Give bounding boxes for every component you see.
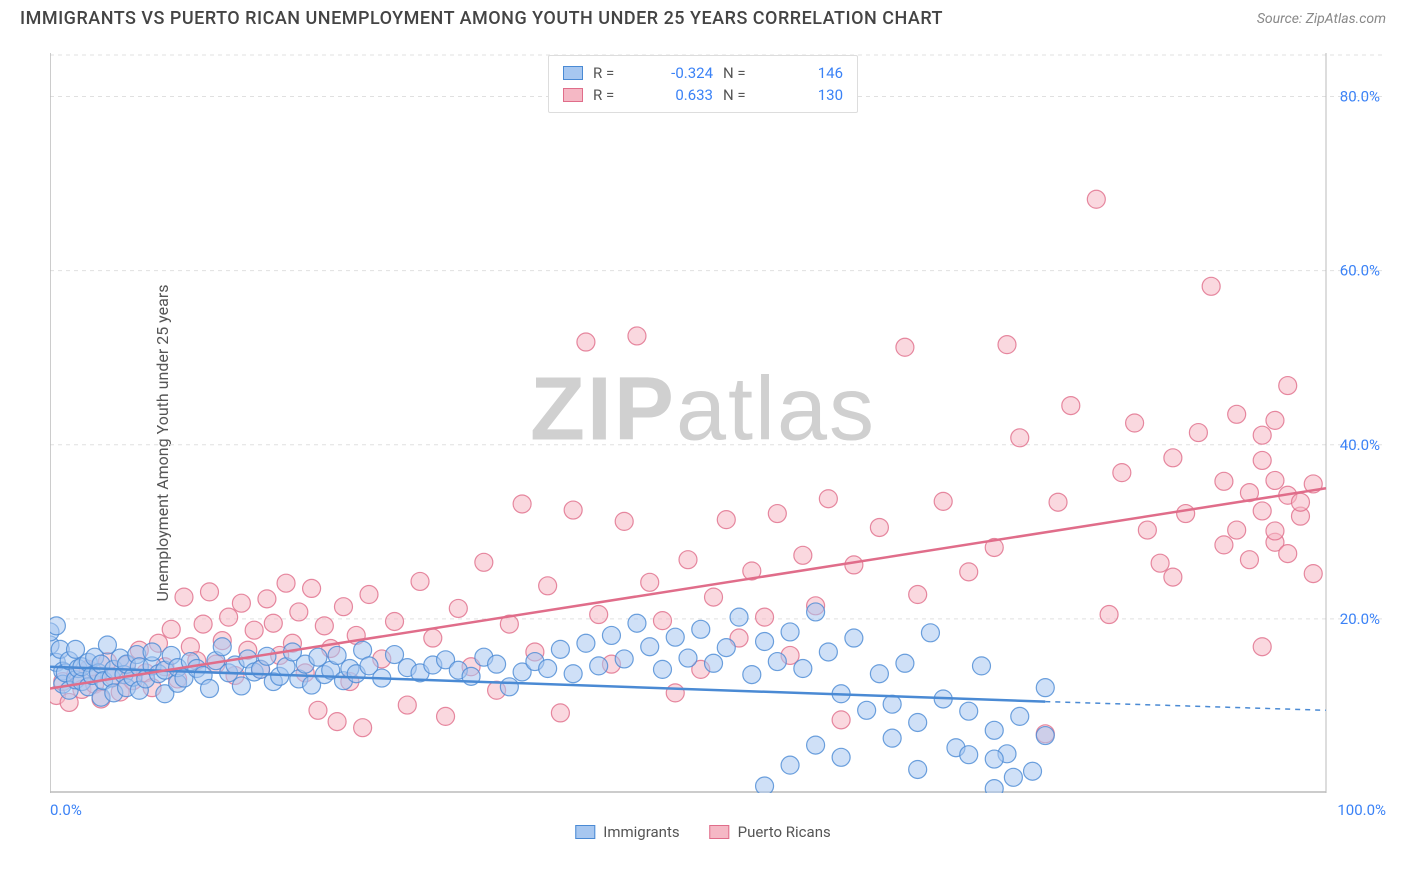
svg-text:40.0%: 40.0% [1340, 436, 1380, 454]
legend-r-label: R = [593, 62, 633, 84]
plot-svg: 20.0% 40.0% 60.0% 80.0% [50, 53, 1386, 793]
legend-n-value-puertoricans: 130 [773, 84, 843, 106]
legend-swatch-immigrants [563, 66, 583, 80]
svg-text:20.0%: 20.0% [1340, 610, 1380, 628]
legend-label: Immigrants [603, 823, 679, 841]
legend-n-value-immigrants: 146 [773, 62, 843, 84]
legend-series: Immigrants Puerto Ricans [575, 823, 830, 841]
legend-item-immigrants: Immigrants [575, 823, 679, 841]
chart-source: Source: ZipAtlas.com [1257, 11, 1386, 27]
legend-r-value-puertoricans: 0.633 [643, 84, 713, 106]
x-tick-max: 100.0% [1337, 801, 1386, 819]
legend-swatch-immigrants [575, 825, 595, 839]
legend-label: Puerto Ricans [738, 823, 831, 841]
svg-text:80.0%: 80.0% [1340, 88, 1380, 106]
legend-swatch-puertoricans [710, 825, 730, 839]
legend-item-puertoricans: Puerto Ricans [710, 823, 831, 841]
chart-container: Unemployment Among Youth under 25 years … [0, 33, 1406, 853]
chart-title: IMMIGRANTS VS PUERTO RICAN UNEMPLOYMENT … [20, 8, 943, 29]
legend-row-immigrants: R = -0.324 N = 146 [563, 62, 843, 84]
legend-correlation: R = -0.324 N = 146 R = 0.633 N = 130 [548, 55, 858, 113]
legend-n-label: N = [723, 62, 763, 84]
legend-r-value-immigrants: -0.324 [643, 62, 713, 84]
legend-swatch-puertoricans [563, 88, 583, 102]
plot-area: 20.0% 40.0% 60.0% 80.0% [50, 53, 1386, 793]
svg-text:60.0%: 60.0% [1340, 262, 1380, 280]
legend-r-label: R = [593, 84, 633, 106]
x-tick-min: 0.0% [50, 801, 82, 819]
legend-row-puertoricans: R = 0.633 N = 130 [563, 84, 843, 106]
legend-n-label: N = [723, 84, 763, 106]
